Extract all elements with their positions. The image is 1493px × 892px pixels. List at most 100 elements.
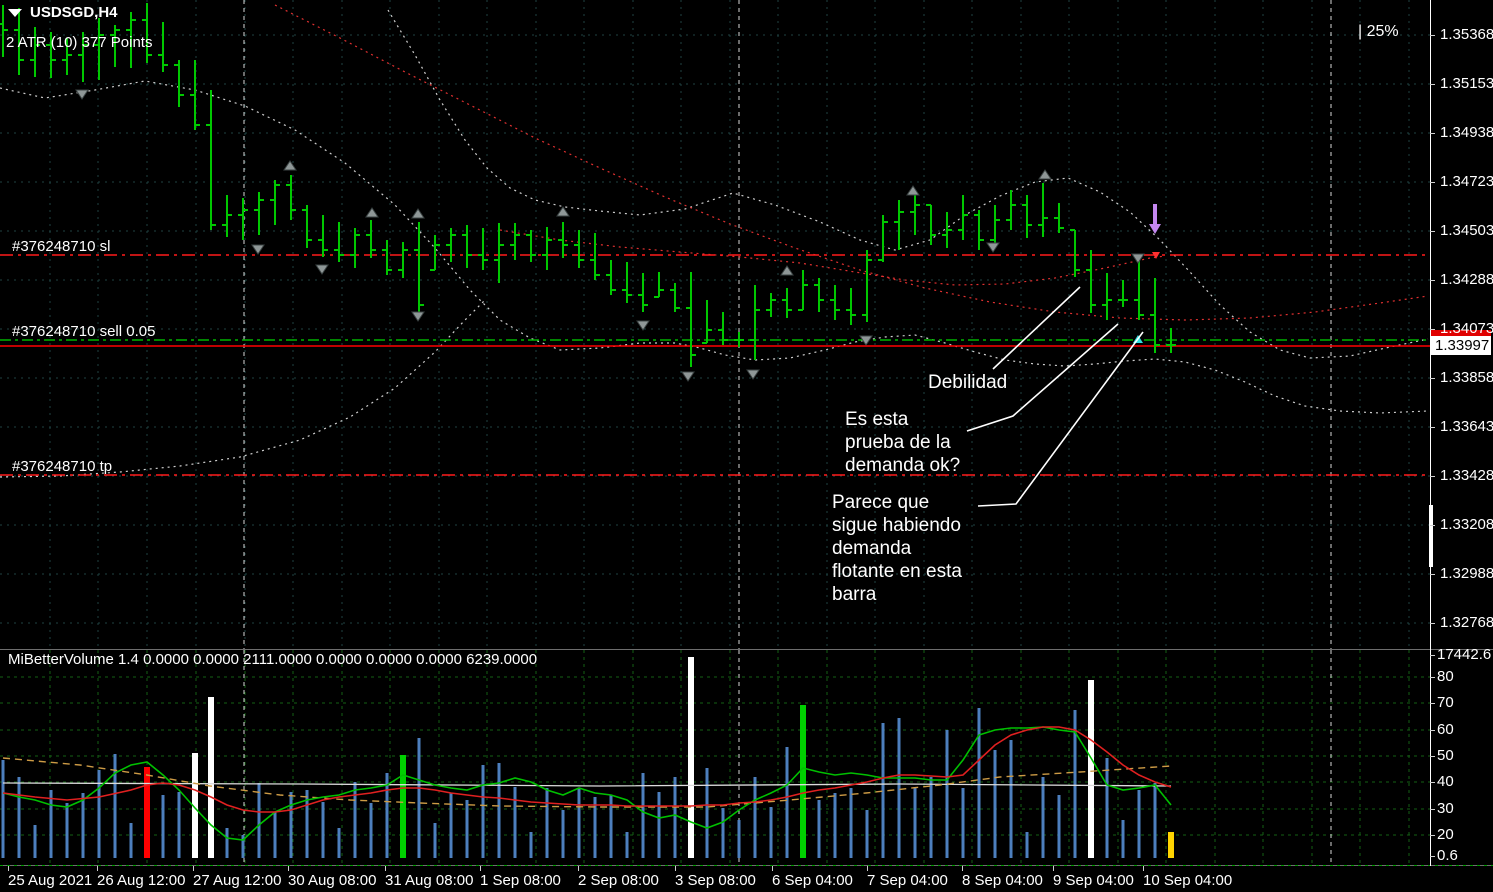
fractal-down-icon (636, 320, 650, 331)
timeaxis-dashed-line (0, 865, 1493, 866)
price-axis-label: 1.34503 (1440, 222, 1493, 239)
volume-bar (177, 792, 181, 858)
price-axis-label: 1.34938 (1440, 124, 1493, 141)
chart-title: USDSGD,H4 (30, 4, 118, 21)
volume-bar (481, 765, 485, 858)
annotation-debilidad[interactable]: Debilidad (928, 372, 1008, 393)
time-axis-tick (97, 866, 98, 871)
fractal-up-icon (906, 185, 920, 196)
volume-bar (497, 763, 501, 858)
volume-white-line (2, 782, 1172, 787)
volume-bar (257, 783, 261, 858)
price-axis-label: 1.34073 (1440, 320, 1493, 337)
price-axis-label: 1.33643 (1440, 418, 1493, 435)
price-axis-label: 1.35368 (1440, 26, 1493, 43)
volume-axis-label: 0.6 (1437, 847, 1458, 864)
annotation-es-esta[interactable]: Es esta prueba de la demanda ok? (845, 408, 960, 477)
time-axis-tick (867, 866, 868, 871)
volume-bar (192, 753, 198, 858)
volume-bar (688, 657, 694, 858)
volume-axis-label: 60 (1437, 721, 1454, 738)
price-axis-tick (1430, 231, 1435, 232)
volume-bar (753, 777, 757, 858)
price-axis-label: 1.33208 (1440, 516, 1493, 533)
time-axis-label: 1 Sep 08:00 (480, 872, 561, 889)
sell-order-line-label[interactable]: #376248710 sell 0.05 (12, 323, 156, 340)
volume-bar (961, 788, 965, 858)
volume-bar (1, 760, 5, 858)
price-axis-scroll-indicator[interactable] (1429, 505, 1433, 567)
volume-bar (433, 823, 437, 858)
volume-bar (417, 738, 421, 858)
price-axis-border (1430, 0, 1431, 866)
price-axis-tick (1430, 427, 1435, 428)
atr-indicator-label: 2 ATR (10) 377 Points (6, 34, 153, 51)
volume-bar (593, 797, 597, 858)
time-axis-label: 26 Aug 12:00 (97, 872, 186, 889)
fractal-down-icon (1131, 253, 1145, 264)
band-upper (387, 9, 1429, 359)
take-profit-line-label[interactable]: #376248710 tp (12, 458, 113, 475)
volume-bar (929, 777, 933, 858)
price-axis-label: 1.35153 (1440, 75, 1493, 92)
volume-bar (449, 793, 453, 858)
stop-loss-line-label[interactable]: #376248710 sl (12, 238, 111, 255)
volume-bar (897, 718, 901, 858)
fractal-down-icon (859, 335, 873, 346)
time-axis-tick (288, 866, 289, 871)
volume-axis-tick (1430, 835, 1435, 836)
time-axis-tick (385, 866, 386, 871)
band-bottom-left (0, 299, 486, 478)
volume-bar (353, 782, 357, 858)
volume-bar (65, 803, 69, 858)
volume-bar (785, 747, 789, 858)
volume-bar (49, 790, 53, 858)
volume-bar (400, 755, 406, 858)
volume-bar (881, 723, 885, 858)
volume-red-ma-line (2, 726, 1172, 813)
fractal-down-icon (315, 264, 329, 275)
price-axis-tick (1430, 84, 1435, 85)
band-lower (0, 80, 1429, 414)
fractal-arrows (75, 89, 1145, 382)
price-axis-tick (1430, 525, 1435, 526)
fractal-up-icon (556, 206, 570, 217)
volume-bar (977, 708, 981, 858)
price-axis-tick (1430, 623, 1435, 624)
fractal-down-icon (681, 371, 695, 382)
volume-bar (241, 835, 245, 858)
time-axis-tick (1143, 866, 1144, 871)
volume-bar (769, 807, 773, 858)
volume-bar (737, 820, 741, 858)
volume-bar (945, 730, 949, 858)
price-axis-label: 1.33428 (1440, 467, 1493, 484)
volume-indicator-panel[interactable] (0, 650, 1430, 865)
main-grid (0, 0, 1430, 649)
volume-bar (1057, 795, 1061, 858)
volume-bar (208, 697, 214, 858)
annotation-parece[interactable]: Parece que sigue habiendo demanda flotante … (832, 491, 962, 606)
volume-bar (993, 750, 997, 858)
volume-bar (321, 802, 325, 858)
volume-bar (305, 790, 309, 858)
time-axis-tick (193, 866, 194, 871)
red-mid (499, 229, 1166, 286)
volume-bar (17, 777, 21, 858)
volume-bar (865, 810, 869, 858)
volume-bar (913, 787, 917, 858)
volume-bar (1088, 680, 1094, 858)
fractal-up-icon (365, 207, 379, 218)
time-axis-label: 2 Sep 08:00 (578, 872, 659, 889)
volume-axis-tick (1430, 856, 1435, 857)
annotation-pointer-line (966, 323, 1119, 432)
volume-axis-tick (1430, 703, 1435, 704)
fractal-down-icon (746, 369, 760, 380)
price-chart-area[interactable] (0, 0, 1430, 649)
time-axis-tick (578, 866, 579, 871)
chart-menu-triangle-icon[interactable] (8, 8, 22, 17)
price-axis-label: 1.34288 (1440, 271, 1493, 288)
panel-divider[interactable] (0, 649, 1493, 650)
price-axis-tick (1430, 378, 1435, 379)
volume-axis-label: 40 (1437, 773, 1454, 790)
annotation-line: sigue habiendo (832, 515, 961, 536)
